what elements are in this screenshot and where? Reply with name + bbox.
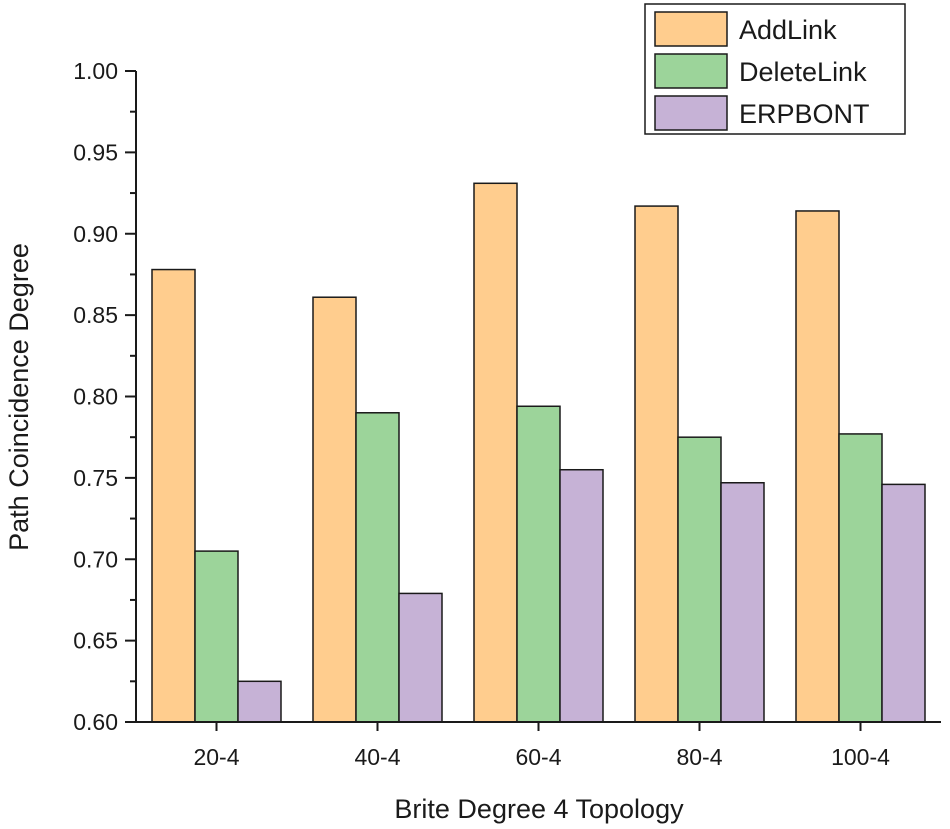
legend-label-deletelink: DeleteLink — [739, 57, 867, 87]
y-tick-label: 0.70 — [73, 546, 118, 572]
bar-addlink-100-4 — [795, 210, 840, 723]
bar-addlink-60-4 — [473, 182, 518, 723]
bar-erpbont-40-4 — [398, 592, 443, 723]
legend-label-addlink: AddLink — [739, 15, 837, 45]
y-tick-label: 0.75 — [73, 465, 118, 491]
x-axis-title: Brite Degree 4 Topology — [394, 794, 684, 824]
bar-erpbont-20-4 — [237, 680, 282, 723]
ticks-layer: 20-4 40-4 60-4 80-4 100-4 0.60 0.65 0.70 0.75 0.8… — [73, 58, 890, 770]
x-tick-label: 100-4 — [831, 744, 890, 770]
x-tick-label: 80-4 — [676, 744, 722, 770]
bars-layer — [151, 182, 926, 723]
y-tick-label: 0.60 — [73, 709, 118, 735]
bar-addlink-20-4 — [151, 268, 196, 723]
bar-deletelink-60-4 — [516, 405, 561, 723]
x-tick-label: 60-4 — [515, 744, 561, 770]
y-tick-label: 1.00 — [73, 58, 118, 84]
legend-swatch-erpbont — [654, 95, 728, 131]
legend: AddLink DeleteLink ERPBONT — [644, 3, 906, 135]
y-tick-label: 0.90 — [73, 221, 118, 247]
y-tick-label: 0.80 — [73, 384, 118, 410]
x-tick-label: 20-4 — [193, 744, 239, 770]
y-tick-label: 0.65 — [73, 628, 118, 654]
bar-addlink-80-4 — [634, 205, 679, 723]
y-tick-label: 0.85 — [73, 302, 118, 328]
bar-deletelink-40-4 — [355, 412, 400, 723]
y-tick-label: 0.95 — [73, 139, 118, 165]
legend-swatch-addlink — [654, 11, 728, 47]
bar-erpbont-60-4 — [559, 468, 604, 723]
bar-deletelink-20-4 — [194, 550, 239, 723]
bar-deletelink-80-4 — [677, 436, 722, 723]
legend-label-erpbont: ERPBONT — [739, 99, 870, 129]
bar-deletelink-100-4 — [838, 433, 883, 723]
bar-addlink-40-4 — [312, 296, 357, 723]
bar-erpbont-100-4 — [881, 483, 926, 723]
y-axis-title: Path Coincidence Degree — [4, 243, 34, 551]
bar-erpbont-80-4 — [720, 482, 765, 723]
x-tick-label: 40-4 — [354, 744, 400, 770]
legend-swatch-deletelink — [654, 53, 728, 89]
